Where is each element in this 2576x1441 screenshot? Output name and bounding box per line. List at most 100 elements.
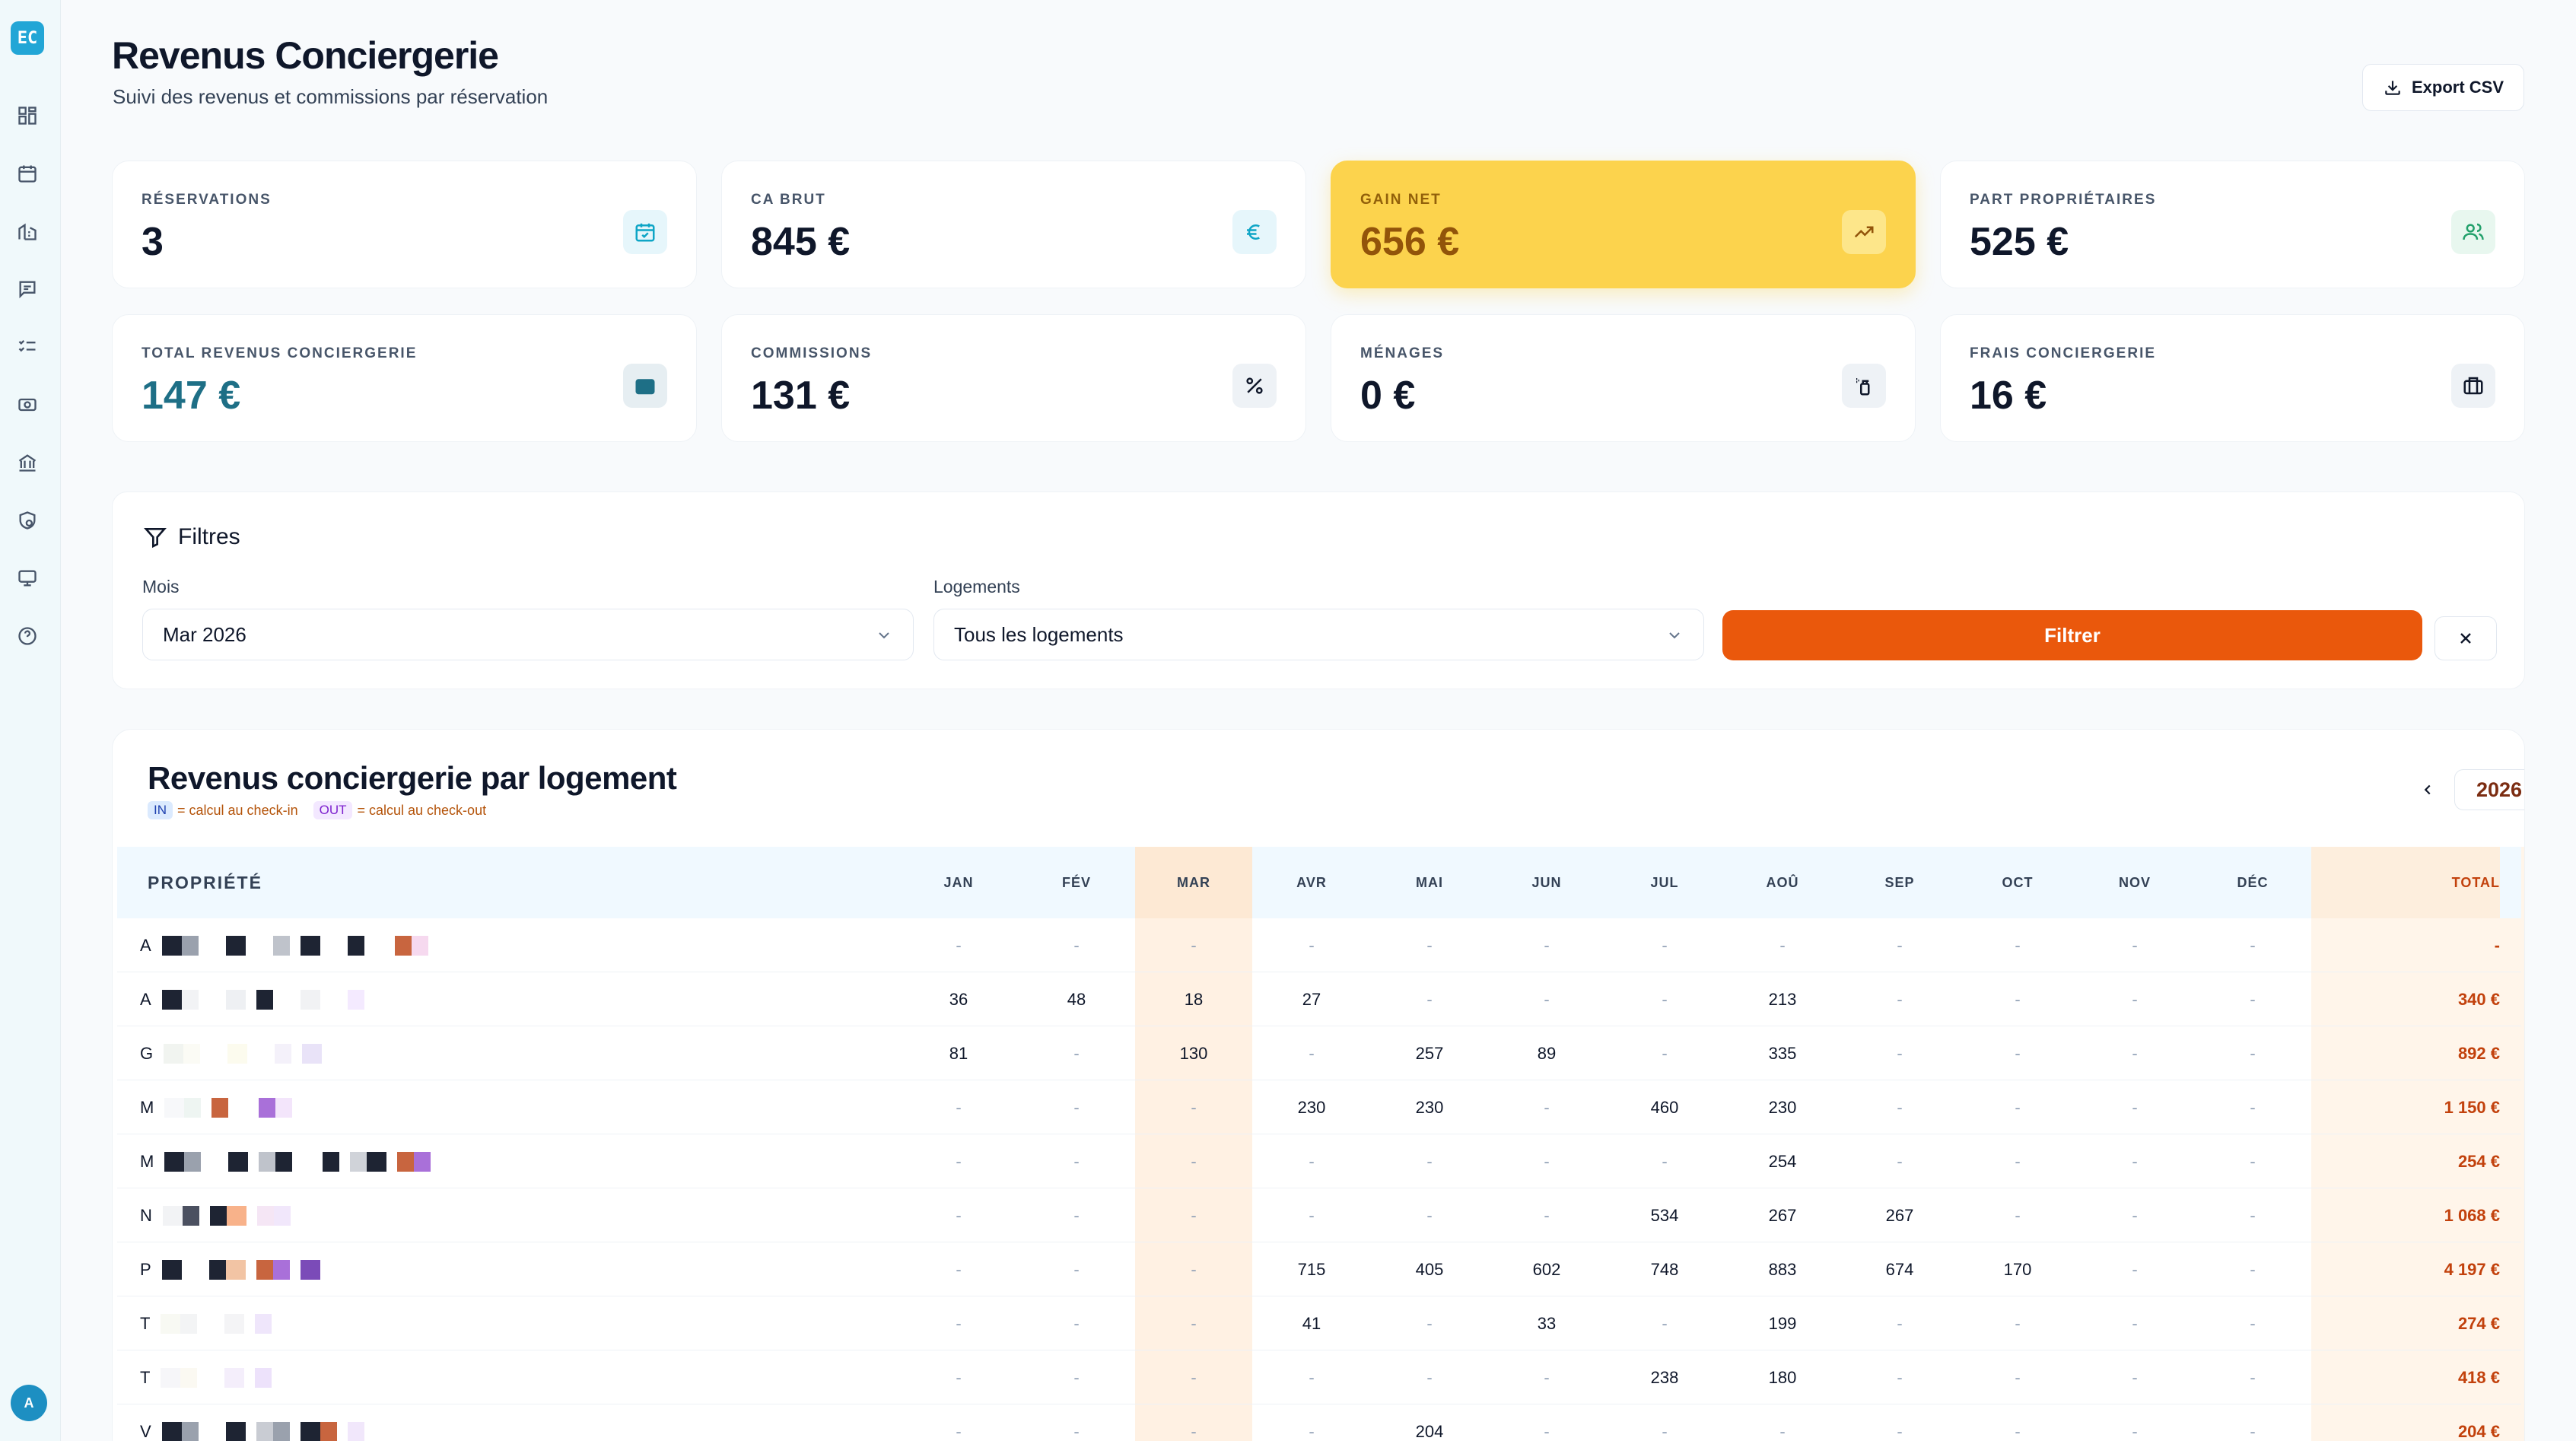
month-value-cell: - xyxy=(2250,989,2256,1009)
table-row[interactable]: M - - - 230 230 - 460 230 - - - - 1 150 € xyxy=(117,1080,2521,1134)
table-row[interactable]: A 36 48 18 27 - - - 213 - - - - 340 € xyxy=(117,972,2521,1026)
buildings-icon[interactable] xyxy=(15,219,40,243)
month-value-cell: - xyxy=(2132,935,2138,955)
month-value-cell: 602 xyxy=(1532,1259,1561,1279)
table-row[interactable]: T - - - - - - 238 180 - - - - 418 € xyxy=(117,1350,2521,1404)
chevron-left-icon[interactable] xyxy=(2419,781,2436,798)
month-value-cell: 230 xyxy=(1768,1097,1797,1117)
month-value-cell: - xyxy=(1073,1151,1080,1171)
dashboard-icon[interactable] xyxy=(15,103,40,128)
property-name-cell[interactable]: T xyxy=(140,1296,272,1350)
property-name-cell[interactable]: A xyxy=(140,972,364,1026)
year-display[interactable]: 2026 xyxy=(2454,769,2524,810)
month-value-cell: - xyxy=(2015,1313,2021,1333)
property-name-cell[interactable]: A xyxy=(140,918,428,972)
redaction-pixel xyxy=(300,1259,320,1280)
redacted-property-name xyxy=(151,989,364,1010)
table-row[interactable]: M - - - - - - - 254 - - - - 254 € xyxy=(117,1134,2521,1188)
help-icon[interactable] xyxy=(15,624,40,648)
stat-card-commissions: COMMISSIONS 131 € xyxy=(721,314,1306,442)
redaction-pixel xyxy=(227,1043,248,1064)
property-name-cell[interactable]: G xyxy=(140,1026,323,1080)
redaction-pixel xyxy=(226,1205,246,1226)
month-value-cell: - xyxy=(2132,1421,2138,1441)
table-row[interactable]: P - - - 715 405 602 748 883 674 170 - - 4 197 € xyxy=(117,1242,2521,1296)
messages-icon[interactable] xyxy=(15,277,40,301)
month-value-cell: - xyxy=(2015,1421,2021,1441)
redacted-property-name xyxy=(150,1367,272,1388)
property-name-cell[interactable]: T xyxy=(140,1350,272,1404)
redaction-pixel xyxy=(180,1313,198,1334)
property-name-cell[interactable]: M xyxy=(140,1134,431,1188)
euro-icon xyxy=(1232,210,1277,254)
redaction-pixel xyxy=(272,989,290,1010)
month-value-cell: - xyxy=(1073,1043,1080,1063)
table-row[interactable]: T - - - 41 - 33 - 199 - - - - 274 € xyxy=(117,1296,2521,1350)
stat-label: COMMISSIONS xyxy=(751,345,873,361)
month-select[interactable]: Mar 2026 xyxy=(142,609,914,660)
month-value-cell: - xyxy=(1662,1151,1668,1171)
redacted-property-name xyxy=(150,1313,272,1334)
filter-button[interactable]: Filtrer xyxy=(1722,610,2422,660)
month-value-cell: - xyxy=(956,935,962,955)
tasks-icon[interactable] xyxy=(15,335,40,359)
month-value-cell: 18 xyxy=(1184,989,1204,1009)
monitor-icon[interactable] xyxy=(15,566,40,590)
stat-value: 147 € xyxy=(142,374,241,418)
logements-select-value: Tous les logements xyxy=(954,622,1124,646)
total-column-highlight xyxy=(2311,847,2524,1441)
month-value-cell: 180 xyxy=(1768,1367,1797,1387)
column-header-month: MAI xyxy=(1416,874,1443,890)
row-total-cell: 418 € xyxy=(2457,1367,2500,1387)
redaction-pixel xyxy=(225,1421,246,1441)
property-name-cell[interactable]: V xyxy=(140,1404,364,1441)
column-header-month: MAR xyxy=(1135,847,1252,918)
redaction-pixel xyxy=(256,935,273,956)
redaction-pixel xyxy=(300,989,320,1010)
user-avatar[interactable]: A xyxy=(11,1385,47,1421)
redaction-pixel xyxy=(347,989,364,1010)
month-value-cell: - xyxy=(2250,1313,2256,1333)
property-name-cell[interactable]: P xyxy=(140,1242,320,1296)
clear-filters-button[interactable] xyxy=(2434,616,2497,660)
table-row[interactable]: G 81 - 130 - 257 89 - 335 - - - - 892 € xyxy=(117,1026,2521,1080)
redaction-pixel xyxy=(397,1151,415,1172)
shield-icon[interactable] xyxy=(15,508,40,533)
property-name-cell[interactable]: M xyxy=(140,1080,293,1134)
property-name-cell[interactable]: N xyxy=(140,1188,291,1242)
revenue-icon[interactable] xyxy=(15,393,40,417)
close-icon xyxy=(2460,633,2471,644)
month-value-cell: - xyxy=(1897,1043,1903,1063)
month-value-cell: - xyxy=(1073,935,1080,955)
stat-card-ca-brut: CA BRUT 845 € xyxy=(721,161,1306,288)
month-value-cell: - xyxy=(2250,1367,2256,1387)
property-name-prefix: T xyxy=(140,1367,151,1387)
month-value-cell: - xyxy=(1073,1367,1080,1387)
month-value-cell: 254 xyxy=(1768,1151,1797,1171)
redaction-pixel xyxy=(228,1097,249,1118)
logements-select[interactable]: Tous les logements xyxy=(933,609,1704,660)
month-value-cell: - xyxy=(1191,935,1197,955)
month-value-cell: - xyxy=(2250,1259,2256,1279)
table-row[interactable]: V - - - - 204 - - - - - - - 204 € xyxy=(117,1404,2521,1441)
logements-label: Logements xyxy=(933,577,1020,596)
export-csv-button[interactable]: Export CSV xyxy=(2362,64,2524,111)
table-row[interactable]: N - - - - - - 534 267 267 - - - 1 068 € xyxy=(117,1188,2521,1242)
bank-icon[interactable] xyxy=(15,450,40,475)
redaction-pixel xyxy=(162,1205,183,1226)
filter-icon xyxy=(144,528,167,549)
column-header-month: NOV xyxy=(2118,874,2151,890)
app-logo[interactable]: EC xyxy=(11,21,44,55)
property-name-prefix: A xyxy=(140,935,151,955)
month-value-cell: 335 xyxy=(1768,1043,1797,1063)
stat-value: 656 € xyxy=(1360,220,1460,264)
month-value-cell: 204 xyxy=(1415,1421,1444,1441)
redaction-pixel xyxy=(256,1205,274,1226)
redaction-pixel xyxy=(225,935,246,956)
month-value-cell: - xyxy=(1544,1151,1550,1171)
redaction-pixel xyxy=(181,989,199,1010)
stat-label: GAIN NET xyxy=(1360,192,1442,208)
calendar-icon[interactable] xyxy=(15,161,40,186)
table-row[interactable]: A------------- xyxy=(117,918,2521,972)
month-value-cell: - xyxy=(2250,1205,2256,1225)
